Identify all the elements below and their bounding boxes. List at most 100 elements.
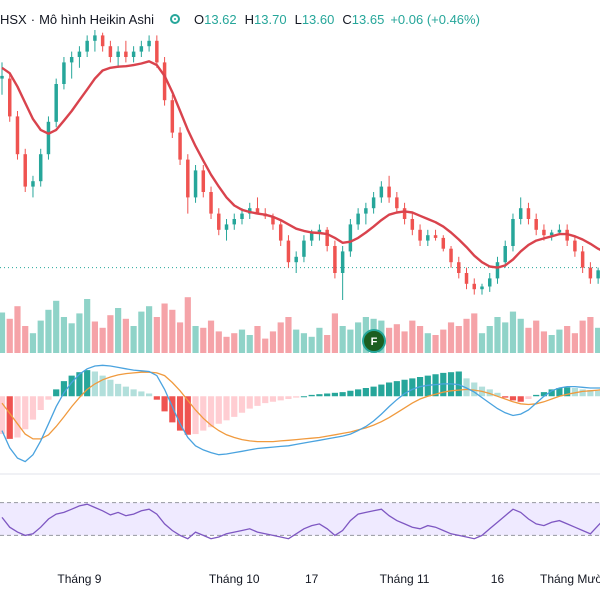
volume-bar <box>246 335 253 353</box>
candle-body <box>54 84 58 122</box>
candle-body <box>534 219 538 230</box>
candle-body <box>580 251 585 268</box>
event-flag-label: F <box>371 336 378 348</box>
macd-histogram-bar <box>231 396 238 417</box>
volume-bar <box>533 320 540 353</box>
macd-histogram-bar <box>401 379 408 397</box>
volume-bar <box>455 326 462 353</box>
candle-body <box>480 286 484 290</box>
volume-bar <box>386 327 393 353</box>
macd-histogram-bar <box>176 396 184 431</box>
candle-body <box>116 51 120 57</box>
volume-bar <box>29 333 37 353</box>
macd-pane[interactable] <box>0 364 600 463</box>
macd-histogram-bar <box>76 372 83 397</box>
volume-bar <box>115 308 122 353</box>
macd-histogram-bar <box>409 378 416 397</box>
volume-bar <box>238 329 246 353</box>
volume-bar <box>223 336 230 353</box>
candle-body <box>147 40 151 47</box>
volume-bar <box>91 321 98 353</box>
volume-bar <box>587 317 594 353</box>
volume-bar <box>401 331 408 353</box>
volume-bar <box>463 318 470 353</box>
volume-bar <box>471 313 478 353</box>
time-axis[interactable]: Tháng 9 Tháng 10 17 Tháng 11 16 Tháng Mười ha… <box>57 572 600 586</box>
macd-histogram-bar <box>471 382 478 397</box>
macd-histogram-bar <box>254 396 261 406</box>
candle-body <box>457 262 461 273</box>
macd-histogram-bar <box>316 394 323 397</box>
x-axis-label[interactable]: 16 <box>491 572 505 586</box>
macd-histogram-bar <box>509 396 517 401</box>
candle-body <box>271 216 275 225</box>
candle-body <box>170 100 175 133</box>
candle-body <box>46 121 51 155</box>
macd-histogram-bar <box>130 389 137 397</box>
x-axis-label[interactable]: Tháng 10 <box>209 572 260 586</box>
candle-body <box>62 62 66 84</box>
macd-histogram-bar <box>324 393 331 397</box>
candle-body <box>441 237 446 249</box>
volume-bar <box>45 309 52 353</box>
candle-body <box>8 78 12 117</box>
close-value: 13.65 <box>351 11 385 27</box>
candle-body <box>38 154 43 182</box>
x-axis-label[interactable]: 17 <box>305 572 319 586</box>
macd-histogram-bar <box>146 393 153 397</box>
event-flag[interactable]: F <box>362 329 386 353</box>
candle-body <box>108 46 113 57</box>
candle-body <box>333 246 337 273</box>
macd-histogram-bar <box>556 388 563 397</box>
candle-body <box>93 35 97 41</box>
symbol-name[interactable]: HSX <box>0 11 27 27</box>
volume-bar <box>84 299 91 353</box>
symbol-legend[interactable]: HSX · Mô hình Heikin Ashi O 13.62 H 13.70 … <box>0 8 486 30</box>
price-pane[interactable] <box>0 30 600 300</box>
candle-body <box>201 170 206 192</box>
candle-body <box>402 208 407 219</box>
moving-average-line <box>1 60 600 269</box>
volume-bar <box>277 322 284 353</box>
macd-histogram-bar <box>277 396 284 401</box>
volume-bar <box>107 315 114 353</box>
x-axis-label[interactable]: Tháng Mười hai <box>540 572 600 586</box>
candle-body <box>518 208 523 219</box>
volume-bar <box>231 333 238 353</box>
volume-bar <box>285 317 292 353</box>
candle-body <box>526 208 531 219</box>
volume-bar <box>300 333 308 353</box>
change-value: +0.06 (+0.46%) <box>390 11 480 27</box>
rsi-pane[interactable] <box>0 473 600 540</box>
candle-body <box>302 240 306 257</box>
candle-body <box>356 213 360 225</box>
candle-body <box>286 240 291 263</box>
candle-body <box>503 246 507 263</box>
volume-bar <box>347 329 354 353</box>
x-axis-label[interactable]: Tháng 11 <box>380 572 430 586</box>
volume-bar <box>184 297 191 353</box>
macd-histogram-bar <box>238 396 246 413</box>
volume-bar <box>22 326 29 353</box>
rsi-line <box>1 503 600 540</box>
macd-histogram-bar <box>355 389 362 397</box>
volume-bar <box>262 338 269 353</box>
macd-histogram-bar <box>223 396 230 421</box>
chart-style-name[interactable]: Mô hình Heikin Ashi <box>39 11 154 27</box>
low-label: L <box>294 11 302 27</box>
candle-body <box>340 251 345 273</box>
volume-bar <box>153 317 160 353</box>
volume-bar <box>37 320 44 353</box>
candle-body <box>573 240 577 252</box>
high-label: H <box>244 11 255 27</box>
macd-histogram-bar <box>540 392 548 397</box>
x-axis-label[interactable]: Tháng 9 <box>57 572 101 586</box>
volume-bar <box>130 326 137 353</box>
macd-histogram-bar <box>293 396 300 398</box>
volume-bar <box>122 318 129 353</box>
close-label: C <box>342 11 352 27</box>
volume-bar <box>146 306 153 353</box>
volume-bar <box>200 327 207 353</box>
